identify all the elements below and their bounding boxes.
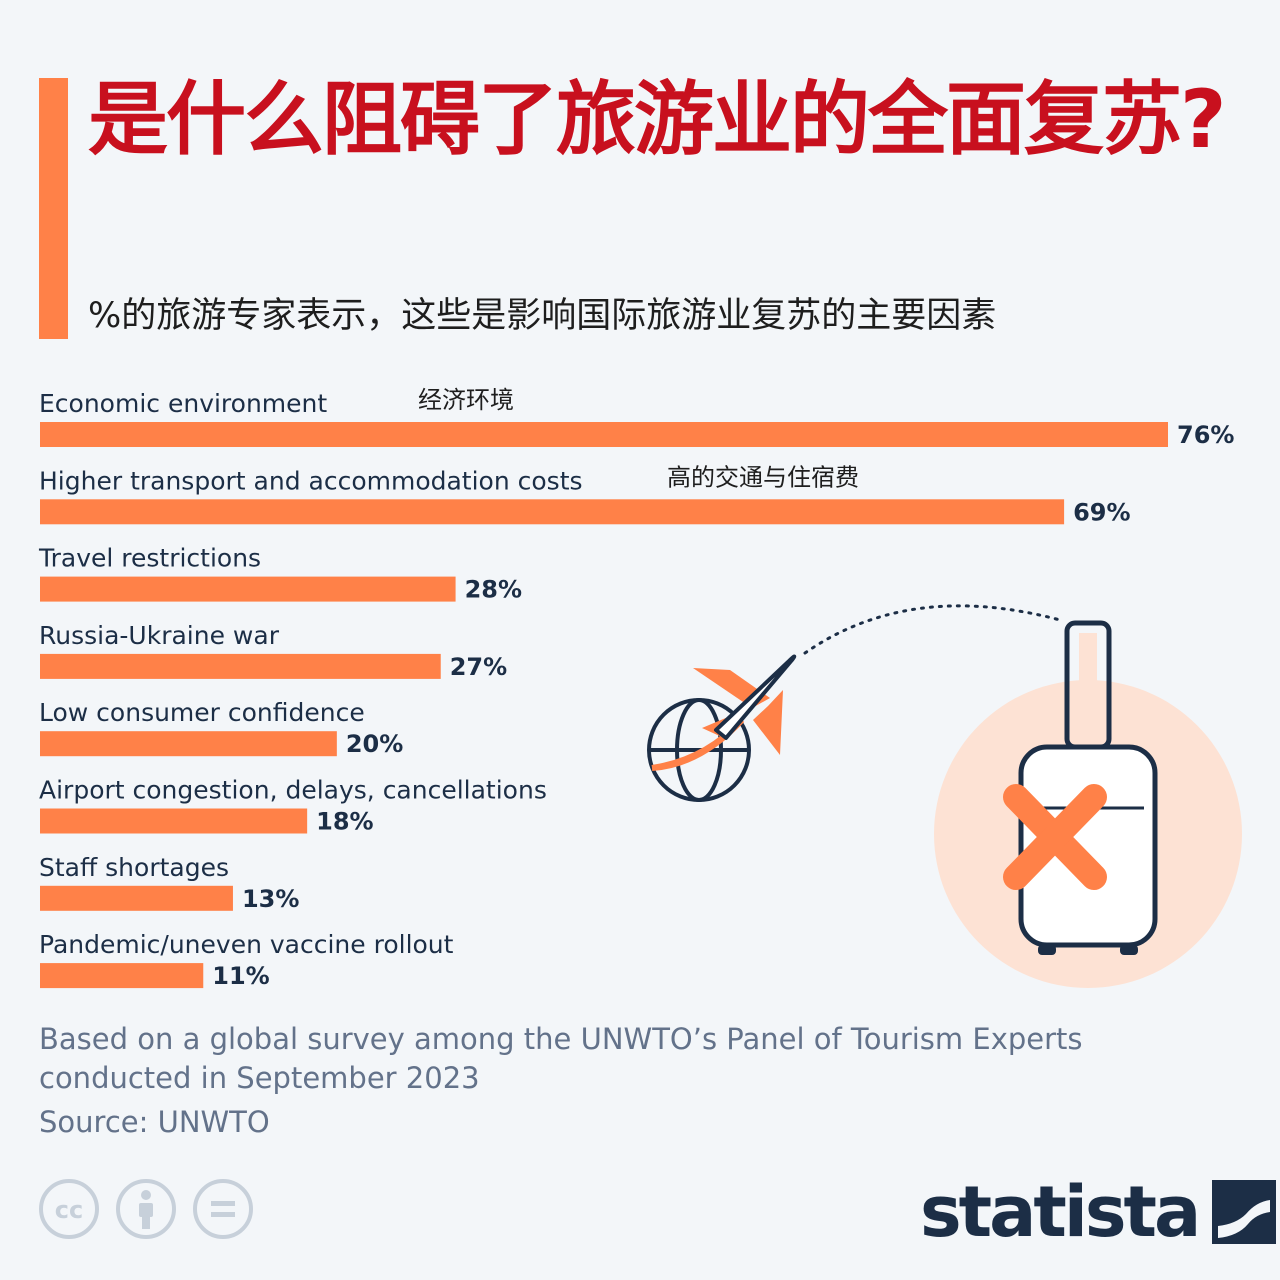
category-label: Russia-Ukraine war bbox=[39, 621, 280, 650]
category-translation: 高的交通与住宿费 bbox=[667, 463, 859, 491]
bar bbox=[40, 422, 1168, 447]
attribution-icon[interactable] bbox=[115, 1178, 177, 1240]
value-label: 28% bbox=[465, 576, 522, 604]
page-title: 是什么阻碍了旅游业的全面复苏? bbox=[88, 73, 1226, 166]
no-derivatives-icon[interactable] bbox=[192, 1178, 254, 1240]
svg-text:cc: cc bbox=[55, 1196, 83, 1224]
value-label: 11% bbox=[212, 962, 269, 990]
cc-icon[interactable]: cc bbox=[38, 1178, 100, 1240]
value-label: 18% bbox=[316, 808, 373, 836]
value-label: 20% bbox=[346, 730, 403, 758]
value-label: 13% bbox=[242, 885, 299, 913]
value-label: 69% bbox=[1073, 498, 1130, 526]
flight-path-dotted-line bbox=[803, 604, 1062, 655]
logo-text: statista bbox=[920, 1171, 1201, 1253]
bar bbox=[40, 808, 308, 834]
statista-logo[interactable]: statista bbox=[920, 1171, 1277, 1253]
bar bbox=[40, 576, 456, 602]
travel-illustration bbox=[647, 604, 1242, 988]
statista-mark-icon bbox=[1212, 1180, 1277, 1244]
bar bbox=[40, 963, 204, 989]
category-translation: 经济环境 bbox=[418, 386, 514, 414]
airplane-icon bbox=[693, 654, 797, 755]
category-label: Low consumer confidence bbox=[39, 698, 365, 727]
cross-mark-icon bbox=[1003, 784, 1107, 890]
value-label: 27% bbox=[450, 653, 507, 681]
category-label: Higher transport and accommodation costs bbox=[39, 466, 583, 495]
source-text: Source: UNWTO bbox=[39, 1105, 270, 1139]
survey-note: Based on a global survey among the UNWTO… bbox=[39, 1022, 1083, 1095]
bar bbox=[40, 653, 441, 679]
category-label: Staff shortages bbox=[39, 853, 229, 882]
category-label: Economic environment bbox=[39, 389, 327, 418]
value-label: 76% bbox=[1177, 421, 1234, 449]
category-label: Pandemic/uneven vaccine rollout bbox=[39, 930, 454, 959]
bar-chart: Economic environment 经济环境 76% Higher transp… bbox=[38, 386, 1234, 990]
bar bbox=[40, 731, 337, 757]
license-icons: cc bbox=[38, 1178, 254, 1240]
title-accent-bar bbox=[39, 78, 68, 339]
category-label: Airport congestion, delays, cancellation… bbox=[39, 776, 547, 805]
bar bbox=[40, 499, 1065, 525]
bar bbox=[40, 885, 233, 911]
category-label: Travel restrictions bbox=[38, 544, 261, 573]
page-subtitle: %的旅游专家表示，这些是影响国际旅游业复苏的主要因素 bbox=[88, 296, 997, 336]
